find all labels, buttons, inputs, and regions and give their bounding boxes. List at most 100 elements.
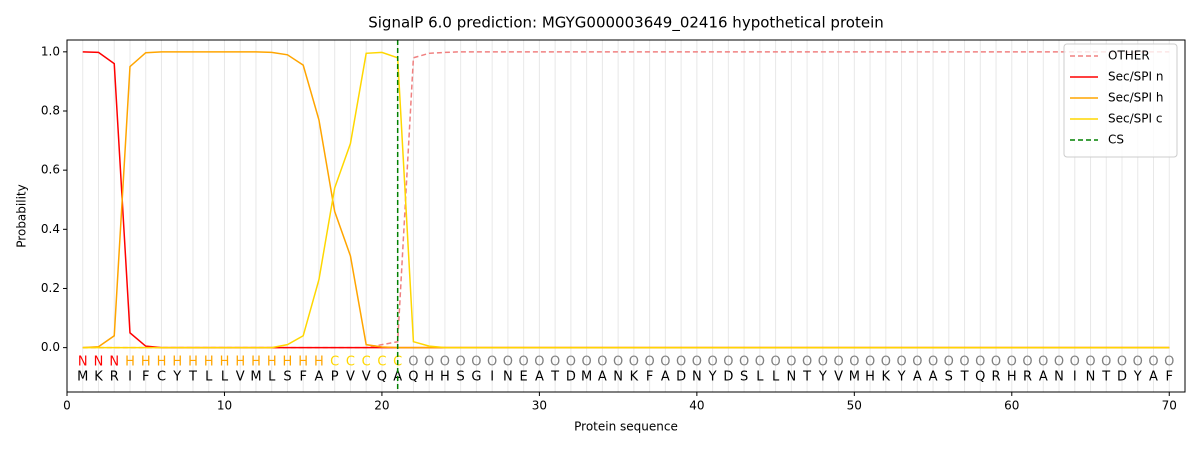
residue: E xyxy=(520,370,528,385)
series-line xyxy=(82,51,1170,349)
residue: S xyxy=(740,370,748,385)
residue: K xyxy=(882,370,891,385)
x-tick-label: 50 xyxy=(847,399,862,413)
residue: T xyxy=(802,370,811,385)
region-label: O xyxy=(660,354,670,369)
residue: S xyxy=(283,370,291,385)
residue: Y xyxy=(708,370,717,385)
residue: K xyxy=(94,370,103,385)
region-label: O xyxy=(1085,354,1095,369)
residue: A xyxy=(913,370,922,385)
residue: I xyxy=(128,370,132,385)
x-tick-label: 30 xyxy=(532,399,547,413)
x-tick-label: 20 xyxy=(374,399,389,413)
y-tick-label: 1.0 xyxy=(41,44,60,58)
residue: R xyxy=(110,370,119,385)
residue: T xyxy=(1101,370,1110,385)
region-label: C xyxy=(362,354,371,369)
residue: N xyxy=(613,370,623,385)
y-tick-label: 0.8 xyxy=(41,103,60,117)
residue: G xyxy=(471,370,481,385)
residue: V xyxy=(834,370,843,385)
residue: A xyxy=(661,370,670,385)
region-label: O xyxy=(707,354,717,369)
legend-label: Sec/SPI n xyxy=(1108,70,1163,84)
legend-box xyxy=(1063,43,1178,158)
region-label: O xyxy=(881,354,891,369)
region-label: O xyxy=(519,354,529,369)
region-label: O xyxy=(1054,354,1064,369)
legend-label: Sec/SPI h xyxy=(1108,91,1163,105)
residue: Q xyxy=(975,370,985,385)
region-label: O xyxy=(865,354,875,369)
y-tick-label: 0.6 xyxy=(41,163,60,177)
region-label: H xyxy=(141,354,151,369)
residue: N xyxy=(1054,370,1064,385)
axes-frame xyxy=(66,39,1186,393)
x-tick-label: 70 xyxy=(1162,399,1177,413)
residue: M xyxy=(77,370,88,385)
residue: I xyxy=(490,370,494,385)
region-label: O xyxy=(1133,354,1143,369)
region-label: O xyxy=(597,354,607,369)
residue: H xyxy=(440,370,450,385)
region-label: O xyxy=(802,354,812,369)
residue: H xyxy=(424,370,434,385)
residue: D xyxy=(676,370,686,385)
residue: T xyxy=(188,370,197,385)
region-label: O xyxy=(456,354,466,369)
legend-label: Sec/SPI c xyxy=(1108,112,1162,126)
residue: F xyxy=(1166,370,1173,385)
legend-label: OTHER xyxy=(1108,49,1150,63)
region-label: O xyxy=(613,354,623,369)
region-label: O xyxy=(692,354,702,369)
region-label: O xyxy=(424,354,434,369)
residue: C xyxy=(157,370,166,385)
region-label: O xyxy=(896,354,906,369)
region-label: O xyxy=(1117,354,1127,369)
residue: V xyxy=(346,370,355,385)
residue: V xyxy=(362,370,371,385)
region-label: O xyxy=(944,354,954,369)
region-label: H xyxy=(314,354,324,369)
region-label: O xyxy=(739,354,749,369)
residue: R xyxy=(1023,370,1032,385)
region-label: O xyxy=(645,354,655,369)
x-tick-label: 0 xyxy=(63,399,71,413)
region-label: N xyxy=(94,354,104,369)
residue: N xyxy=(786,370,796,385)
region-label: O xyxy=(440,354,450,369)
region-label: O xyxy=(770,354,780,369)
y-tick-label: 0.0 xyxy=(41,340,60,354)
region-label: O xyxy=(723,354,733,369)
residue: A xyxy=(929,370,938,385)
region-label: H xyxy=(172,354,182,369)
residue: N xyxy=(1086,370,1096,385)
region-label: O xyxy=(912,354,922,369)
chart-title: SignalP 6.0 prediction: MGYG000003649_02… xyxy=(368,14,884,33)
residue: M xyxy=(581,370,592,385)
residue: T xyxy=(550,370,559,385)
region-label: O xyxy=(959,354,969,369)
residue: F xyxy=(646,370,653,385)
residue: M xyxy=(250,370,261,385)
residue: A xyxy=(314,370,323,385)
region-label: H xyxy=(298,354,308,369)
region-label: O xyxy=(786,354,796,369)
region-label: O xyxy=(550,354,560,369)
residue: Q xyxy=(408,370,418,385)
region-label: H xyxy=(204,354,214,369)
legend-label: CS xyxy=(1108,133,1124,147)
region-label: H xyxy=(220,354,230,369)
y-tick-label: 0.4 xyxy=(41,222,60,236)
region-label: O xyxy=(1007,354,1017,369)
region-label: H xyxy=(235,354,245,369)
region-label: O xyxy=(1070,354,1080,369)
residue: I xyxy=(1073,370,1077,385)
region-label: H xyxy=(251,354,261,369)
residue: D xyxy=(1117,370,1127,385)
x-tick-label: 40 xyxy=(689,399,704,413)
residue: F xyxy=(299,370,306,385)
region-label: O xyxy=(676,354,686,369)
region-label: O xyxy=(1164,354,1174,369)
